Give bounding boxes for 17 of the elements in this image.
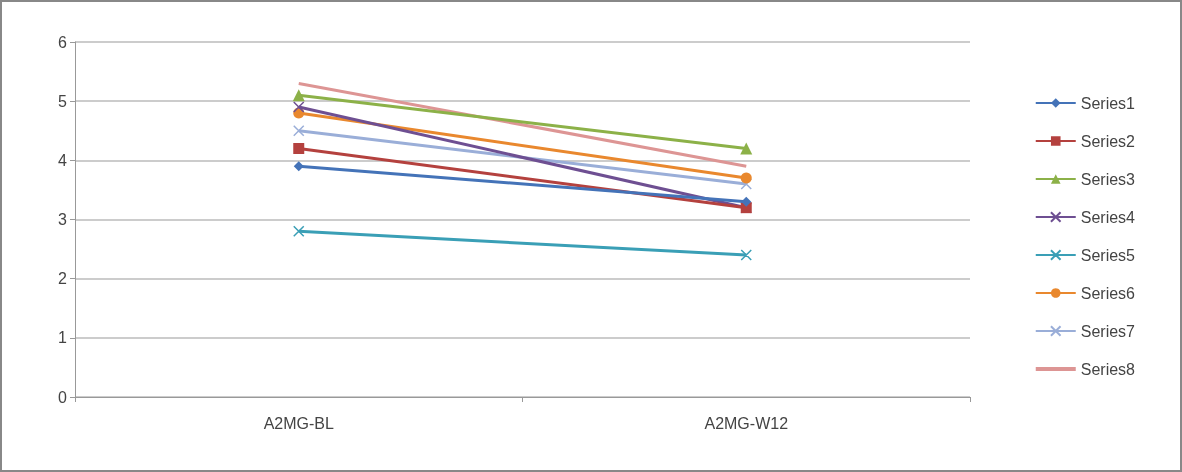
y-tick-label: 6 [58,33,68,51]
legend-label: Series1 [1080,94,1136,112]
y-tick-label: 0 [58,388,68,406]
y-tick-label: 1 [58,329,68,347]
x-tick-label: A2MG-W12 [704,414,789,432]
legend-label: Series6 [1080,284,1136,302]
legend-label: Series5 [1080,246,1136,264]
legend-label: Series4 [1080,208,1136,226]
y-tick-label: 4 [58,151,68,169]
legend-label: Series2 [1080,132,1136,150]
x-tick-label: A2MG-BL [263,414,334,432]
legend-label: Series3 [1080,170,1136,188]
y-tick-label: 5 [58,92,68,110]
legend-label: Series8 [1080,360,1136,378]
legend-label: Series7 [1080,322,1136,340]
y-tick-label: 2 [58,270,68,288]
y-tick-label: 3 [58,211,68,228]
